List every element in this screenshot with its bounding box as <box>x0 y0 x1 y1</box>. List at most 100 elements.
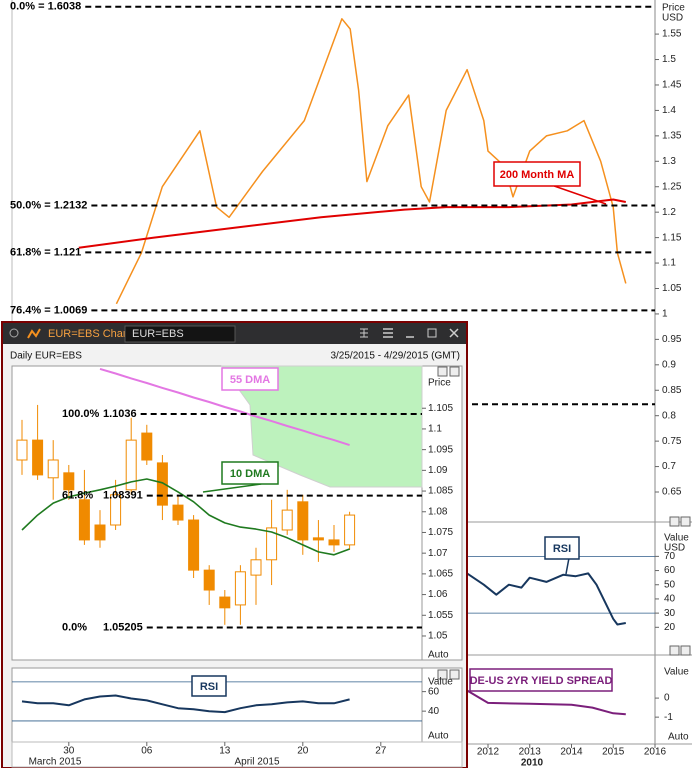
y-tick-label: 50 <box>664 579 676 590</box>
x-tick-label: 27 <box>375 746 387 757</box>
line-series <box>466 572 626 626</box>
candle-body <box>297 501 309 541</box>
line-series <box>78 198 626 249</box>
window-title: EUR=EBS Chart <box>48 328 130 340</box>
fib-label: 76.4% = 1.0069 <box>10 304 87 316</box>
y-tick-label: 1.5 <box>662 54 676 65</box>
link-icon[interactable] <box>9 328 19 338</box>
date-axis-area <box>11 741 463 768</box>
y-tick-label: 1.4 <box>662 105 676 116</box>
y-tick-label: 1.07 <box>428 548 448 559</box>
panel-button[interactable] <box>680 645 691 656</box>
y-tick-label: 20 <box>664 622 676 633</box>
chart-title: Daily EUR=EBS <box>10 351 82 362</box>
price-axis-area <box>421 365 463 661</box>
auto-label[interactable]: Auto <box>668 732 689 743</box>
month-label: April 2015 <box>234 757 279 768</box>
line-series <box>115 18 627 305</box>
y-tick-label: 1.45 <box>662 80 682 91</box>
panel-button[interactable] <box>669 516 680 527</box>
y-tick-label: 1.55 <box>662 29 682 40</box>
y-tick-label: 0.65 <box>662 487 682 498</box>
y-tick-label: 1.1 <box>662 258 676 269</box>
x-axis-label: 2010 <box>521 758 544 768</box>
fib-label: 0.0% <box>62 621 87 633</box>
candle-body <box>94 524 106 541</box>
y-tick-label: 0.9 <box>662 359 676 370</box>
y-tick-label: 1.2 <box>662 207 676 218</box>
rsi-axis-area <box>421 667 463 743</box>
x-tick-label: 06 <box>141 746 153 757</box>
x-tick-label: 2013 <box>519 747 542 758</box>
candle-body <box>250 559 262 576</box>
series-label-box <box>544 536 580 560</box>
auto-label[interactable]: Auto <box>428 731 449 742</box>
symbol-input[interactable] <box>124 325 236 343</box>
x-tick-label: 2015 <box>602 747 625 758</box>
x-tick-label: 2014 <box>560 747 583 758</box>
series-label: 55 DMA <box>230 374 270 386</box>
y-axis-unit: USD <box>662 13 683 24</box>
series-label: 10 DMA <box>230 468 270 480</box>
x-tick-label: 2012 <box>477 747 500 758</box>
y-tick-label: 1.055 <box>428 610 453 621</box>
candle-body <box>63 472 75 491</box>
y-tick-label: 0.75 <box>662 436 682 447</box>
candle-body <box>141 432 153 461</box>
y-tick-label: 70 <box>664 551 676 562</box>
series-label-box <box>221 367 279 391</box>
y-axis-label: Value <box>664 533 689 544</box>
y-tick-label: -1 <box>664 712 673 723</box>
y-tick-label: 1.06 <box>428 589 448 600</box>
fib-label: 50.0% = 1.2132 <box>10 199 87 211</box>
symbol-input-text[interactable]: EUR=EBS <box>132 328 184 340</box>
x-tick-label: 13 <box>219 746 231 757</box>
fib-label: 61.8% <box>62 489 93 501</box>
candle-body <box>156 462 168 506</box>
panel-button[interactable] <box>680 516 691 527</box>
candle-body <box>266 527 278 561</box>
candle-body <box>219 596 231 609</box>
y-tick-label: 0.85 <box>662 385 682 396</box>
panel-button[interactable] <box>669 645 680 656</box>
x-tick-label: 30 <box>63 746 75 757</box>
tool-icon[interactable] <box>360 328 368 338</box>
y-tick-label: 60 <box>664 565 676 576</box>
y-tick-label: 1.065 <box>428 569 453 580</box>
y-axis-label: Price <box>428 378 451 389</box>
line-series <box>99 367 350 447</box>
panel-button[interactable] <box>449 366 460 377</box>
maximize-icon[interactable] <box>427 328 437 338</box>
y-tick-label: 1.095 <box>428 444 453 455</box>
series-label: RSI <box>200 681 218 693</box>
close-icon[interactable] <box>449 328 459 338</box>
series-label: RSI <box>553 543 571 555</box>
candle-body <box>203 569 215 591</box>
series-label-box <box>493 161 581 187</box>
panel-button[interactable] <box>437 366 448 377</box>
candle-body <box>32 439 44 476</box>
candle-body <box>16 439 28 461</box>
label-pointer <box>565 558 570 575</box>
line-series <box>466 689 626 716</box>
candle-body <box>110 494 122 526</box>
y-tick-label: 1 <box>662 309 668 320</box>
candle-body <box>328 539 340 546</box>
y-tick-label: 1.105 <box>428 403 453 414</box>
y-tick-label: 1.25 <box>662 181 682 192</box>
y-axis-label: Value <box>664 667 689 678</box>
y-tick-label: 0.8 <box>662 410 676 421</box>
chart-window: EUR=EBS Chart EUR=EBS Daily EUR=EBS 3/25… <box>1 321 468 768</box>
panel-button[interactable] <box>437 669 448 680</box>
line-series <box>21 478 350 556</box>
y-tick-label: 1.09 <box>428 465 448 476</box>
y-tick-label: 0 <box>664 693 670 704</box>
y-tick-label: 1.05 <box>428 631 448 642</box>
auto-label[interactable]: Auto <box>428 650 449 661</box>
fib-value: 1.05205 <box>103 621 143 633</box>
y-tick-label: 1.15 <box>662 232 682 243</box>
menu-icon[interactable] <box>383 328 393 338</box>
panel-button[interactable] <box>449 669 460 680</box>
series-label: DE-US 2YR YIELD SPREAD <box>470 675 613 687</box>
